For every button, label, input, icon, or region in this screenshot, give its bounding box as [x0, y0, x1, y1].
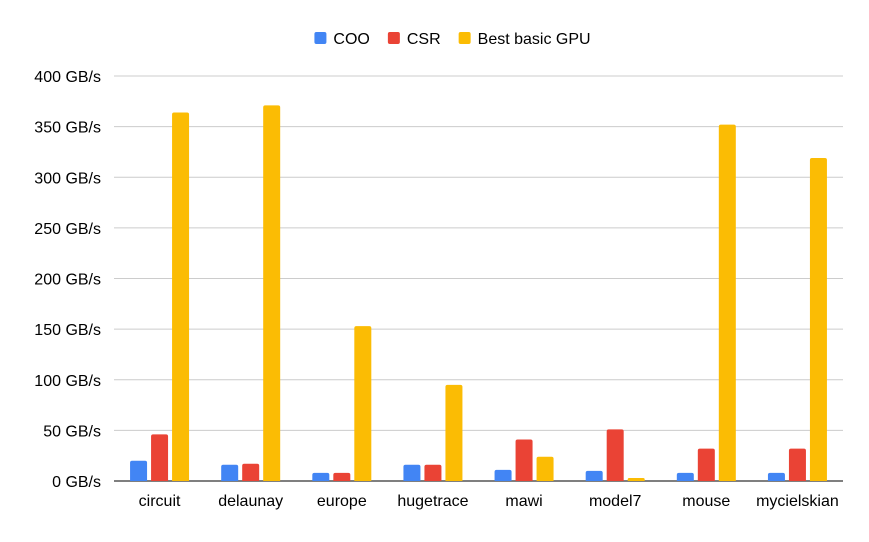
- bar-best-basic-gpu-mawi: [536, 456, 554, 481]
- bar-coo-hugetrace: [403, 464, 421, 481]
- legend-swatch-coo: [314, 32, 327, 44]
- bar-best-basic-gpu-mouse: [718, 124, 736, 481]
- bar-csr-delaunay: [242, 463, 260, 481]
- bar-csr-circuit: [151, 434, 169, 481]
- bar-coo-mouse: [676, 472, 694, 481]
- legend-label: Best basic GPU: [478, 31, 591, 48]
- y-tick-label: 250 GB/s: [34, 221, 101, 238]
- bar-csr-model7: [606, 429, 624, 481]
- x-tick-label: hugetrace: [397, 493, 468, 510]
- legend: COO CSR Best basic GPU: [314, 31, 591, 48]
- bar-csr-mycielskian: [788, 448, 806, 481]
- bar-csr-mawi: [515, 439, 533, 481]
- bar-csr-hugetrace: [424, 464, 442, 481]
- y-tick-label: 50 GB/s: [43, 423, 101, 440]
- bar-best-basic-gpu-model7: [627, 477, 645, 481]
- y-tick-label: 350 GB/s: [34, 120, 101, 137]
- y-tick-label: 150 GB/s: [34, 322, 101, 339]
- x-tick-label: delaunay: [218, 493, 283, 510]
- x-tick-label: model7: [589, 493, 642, 510]
- x-tick-label: mycielskian: [756, 493, 839, 510]
- legend-label: CSR: [407, 31, 441, 48]
- bar-best-basic-gpu-europe: [354, 326, 372, 481]
- legend-swatch-csr: [387, 32, 400, 44]
- bar-coo-delaunay: [221, 464, 239, 481]
- x-tick-label: europe: [317, 493, 367, 510]
- y-tick-label: 300 GB/s: [34, 170, 101, 187]
- x-tick-label: mawi: [505, 493, 542, 510]
- bar-coo-mycielskian: [767, 472, 785, 481]
- bar-best-basic-gpu-mycielskian: [809, 158, 827, 481]
- bar-coo-europe: [312, 472, 330, 481]
- bars: [130, 105, 827, 482]
- bar-best-basic-gpu-delaunay: [263, 105, 281, 482]
- x-axis-tick-labels: circuit delaunay europe hugetrace mawi model7…: [139, 493, 839, 510]
- y-tick-label: 400 GB/s: [34, 69, 101, 86]
- x-tick-label: mouse: [682, 493, 730, 510]
- y-tick-label: 200 GB/s: [34, 272, 101, 289]
- bar-csr-mouse: [697, 448, 715, 481]
- y-tick-label: 100 GB/s: [34, 373, 101, 390]
- x-tick-label: circuit: [139, 493, 181, 510]
- bar-coo-mawi: [494, 469, 512, 481]
- gridlines: [114, 75, 843, 482]
- y-axis-tick-labels: 0 GB/s 50 GB/s 100 GB/s 150 GB/s 200 GB/s 250…: [34, 69, 101, 491]
- bar-best-basic-gpu-circuit: [172, 112, 190, 481]
- bar-coo-circuit: [130, 460, 148, 481]
- y-tick-label: 0 GB/s: [52, 474, 101, 491]
- bar-coo-model7: [585, 470, 603, 481]
- bar-csr-europe: [333, 472, 351, 481]
- legend-label: COO: [333, 31, 369, 48]
- bar-best-basic-gpu-hugetrace: [445, 384, 463, 481]
- legend-swatch-best-basic-gpu: [458, 32, 471, 44]
